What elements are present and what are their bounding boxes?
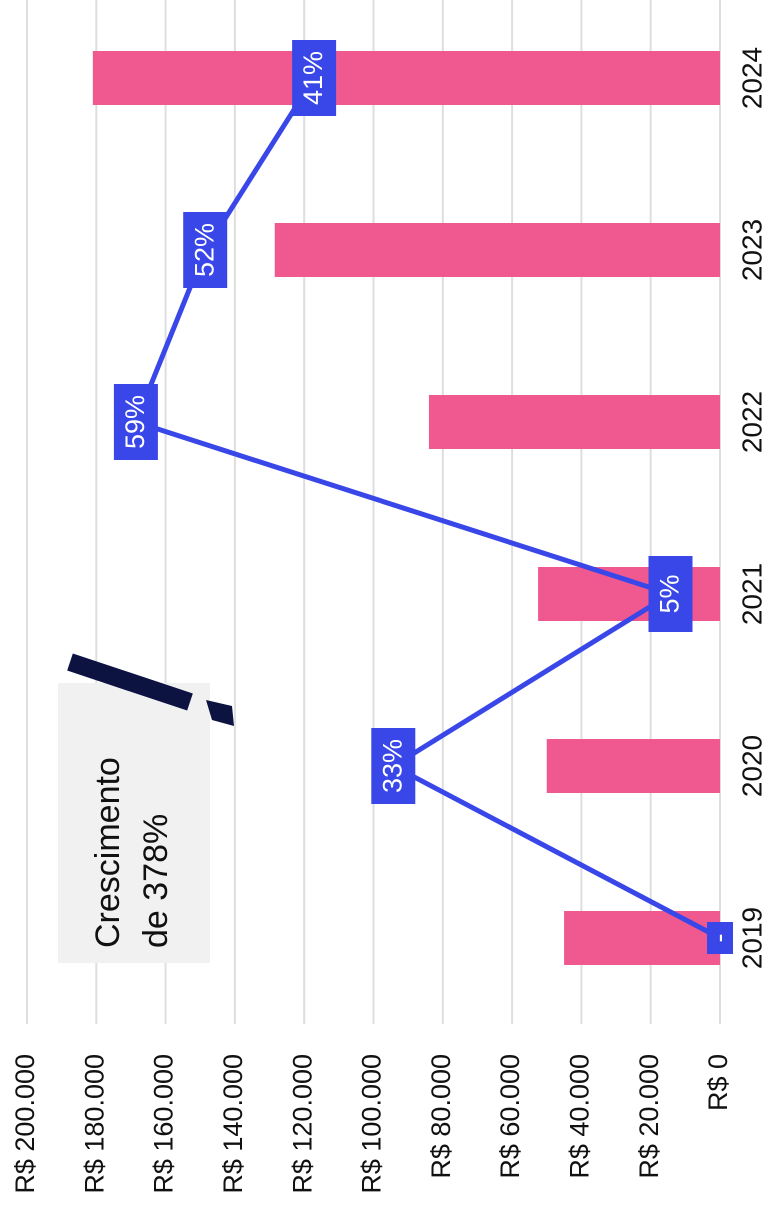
annotation-box	[58, 683, 210, 963]
x-tick-label: 2024	[736, 47, 767, 109]
grid	[26, 0, 721, 1024]
exclamation-dot	[206, 700, 234, 726]
y-tick-label: R$ 160.000	[149, 1054, 179, 1194]
x-tick-label: 2021	[736, 563, 767, 625]
exclamation-bar	[67, 653, 193, 711]
y-tick-label: R$ 40.000	[565, 1054, 595, 1179]
data-label-box	[707, 922, 733, 954]
bar	[92, 51, 720, 105]
bar	[564, 911, 721, 965]
bar	[538, 567, 721, 621]
bar	[546, 739, 720, 793]
data-label-box	[113, 384, 158, 460]
x-tick-label: 2019	[736, 907, 767, 969]
y-tick-label: R$ 80.000	[426, 1054, 456, 1179]
bar	[274, 223, 720, 277]
y-tick-label: R$ 20.000	[634, 1054, 664, 1179]
y-tick-label: R$ 120.000	[287, 1054, 317, 1194]
rotated-chart: Crescimento de 378% R$ 0 R$ 20.000 R$ 40.0…	[10, 0, 767, 1194]
y-tick-label: R$ 100.000	[357, 1054, 387, 1194]
y-tick-label: R$ 180.000	[79, 1054, 109, 1194]
data-label: 33%	[377, 739, 407, 793]
data-label-box	[183, 212, 228, 288]
data-label: 59%	[120, 395, 150, 449]
x-tick-label: 2022	[736, 391, 767, 453]
data-label: -	[704, 934, 734, 943]
data-label-box	[648, 556, 693, 632]
y-tick-label: R$ 200.000	[10, 1054, 40, 1194]
y-tick-label: R$ 140.000	[218, 1054, 248, 1194]
data-label-box	[371, 728, 416, 804]
x-tick-label: 2020	[736, 735, 767, 797]
annotation-text: de 378%	[137, 814, 175, 948]
line	[132, 76, 722, 941]
data-label: 52%	[189, 223, 219, 277]
data-label: 41%	[298, 51, 328, 105]
data-label: 5%	[655, 574, 685, 613]
x-tick-label: 2023	[736, 219, 767, 281]
data-label-box	[292, 40, 337, 116]
bar	[428, 395, 720, 449]
annotation-text: Crescimento	[89, 757, 127, 948]
y-tick-label: R$ 0	[703, 1054, 733, 1111]
y-tick-label: R$ 60.000	[495, 1054, 525, 1179]
